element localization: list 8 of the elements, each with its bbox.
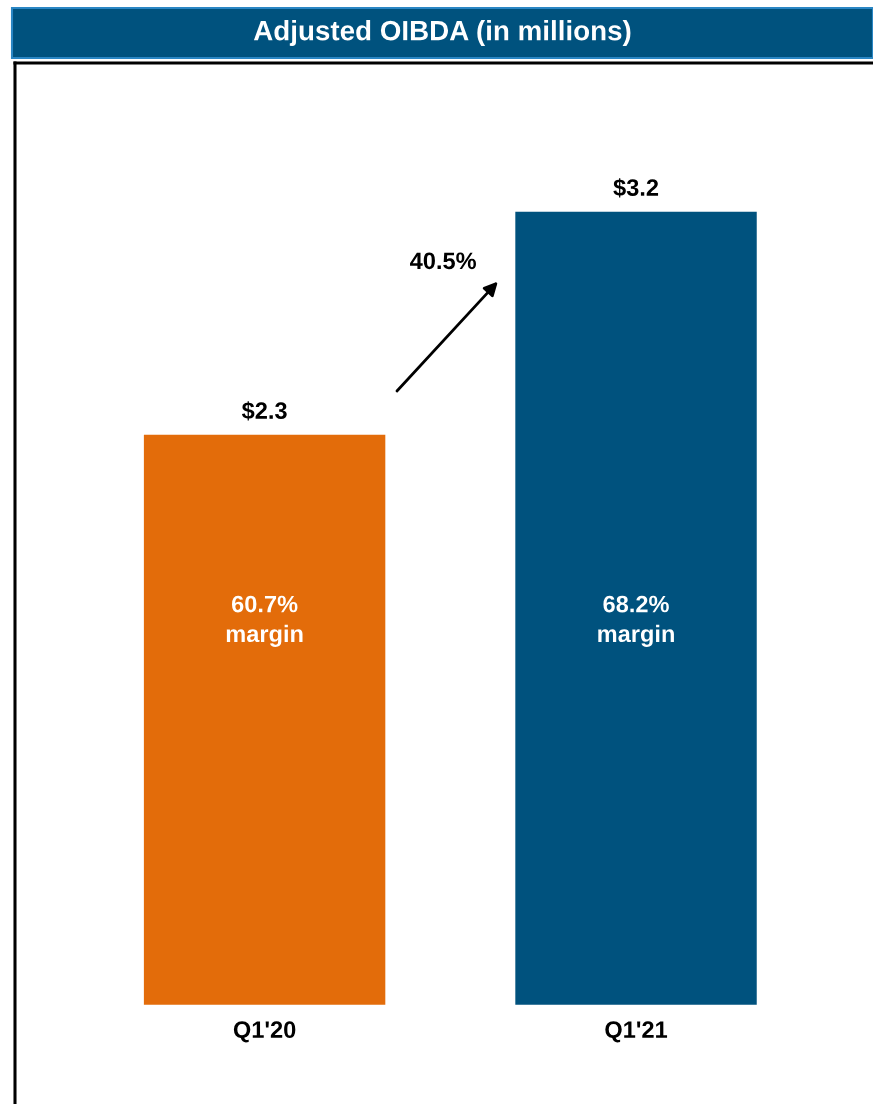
annotation: 40.5% — [410, 252, 476, 270]
data-label: $2.3 — [241, 401, 287, 421]
chart-title: Adjusted OIBDA (in millions) — [253, 20, 631, 46]
annotation: 68.2% margin — [598, 595, 674, 647]
data-label: $3.2 — [613, 178, 659, 198]
x-tick-label: Q1'20 — [233, 1021, 296, 1043]
annotation: 60.7% margin — [226, 595, 303, 647]
x-tick-label: Q1'21 — [605, 1021, 668, 1043]
